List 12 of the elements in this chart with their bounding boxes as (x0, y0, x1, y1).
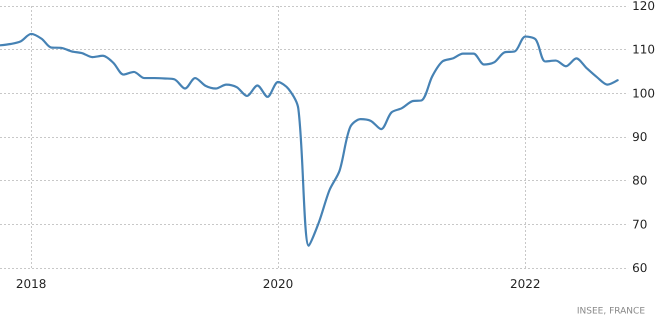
x-tick-label: 2022 (510, 277, 541, 291)
y-tick-label: 100 (632, 86, 655, 100)
y-tick-label: 90 (632, 130, 648, 144)
y-tick-label: 70 (632, 217, 648, 232)
x-tick-label: 2018 (16, 277, 46, 291)
y-tick-label: 60 (632, 261, 648, 275)
y-tick-label: 80 (632, 174, 648, 188)
y-tick-label: 120 (632, 0, 655, 13)
line-series (0, 32, 619, 247)
text: INSEE, FRANCE (576, 306, 646, 316)
x-tick-label: 2020 (262, 277, 294, 291)
y-tick-label: 110 (632, 42, 655, 57)
